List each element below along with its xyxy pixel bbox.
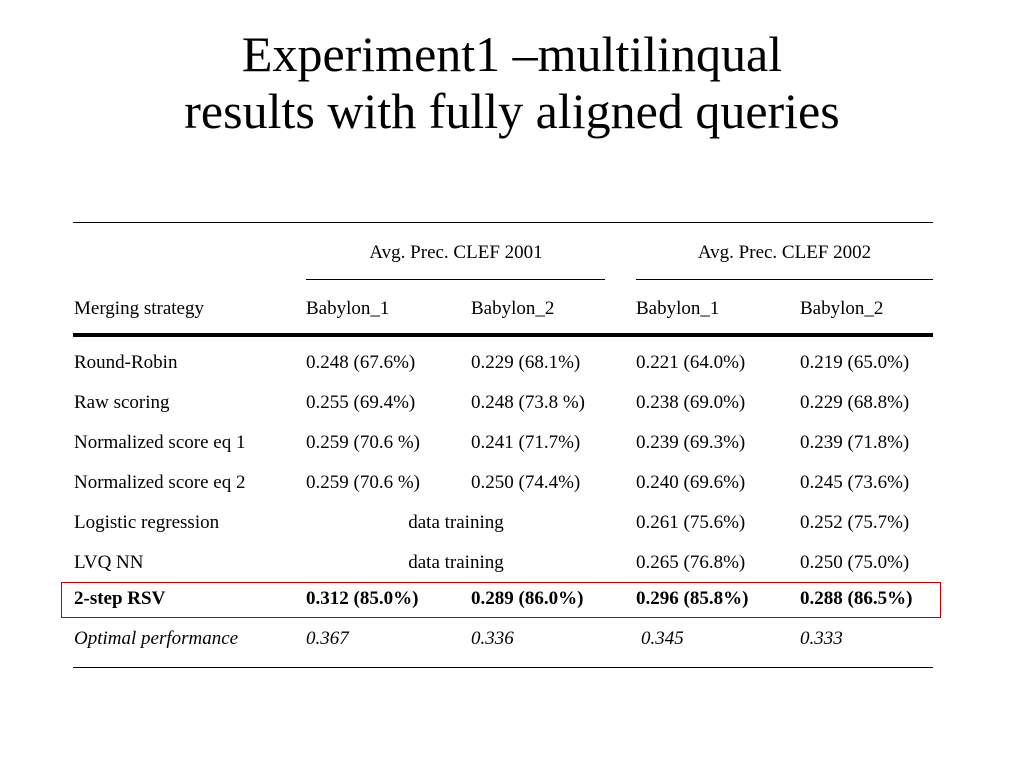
row-strategy-label: Optimal performance [74, 628, 239, 649]
row-cell: 0.219 (65.0%) [800, 352, 910, 373]
row-cell: 0.248 (73.8 %) [471, 392, 585, 413]
group-header-clef-2001: Avg. Prec. CLEF 2001 [369, 242, 543, 263]
row-cell: 0.296 (85.8%) [636, 588, 749, 609]
row-strategy-label: Round-Robin [74, 352, 178, 373]
table-bottom-rule [73, 667, 933, 668]
slide-title-line-1: Experiment1 –multilinqual [241, 26, 783, 82]
row-cell: 0.241 (71.7%) [471, 432, 581, 453]
row-cell: 0.288 (86.5%) [800, 588, 913, 609]
row-cell: 0.289 (86.0%) [471, 588, 584, 609]
row-span-cell-2001: data training [408, 512, 504, 533]
group-underline-2002 [636, 279, 933, 280]
column-header-2002-babylon-1: Babylon_1 [636, 298, 720, 319]
row-cell: 0.252 (75.7%) [800, 512, 910, 533]
row-strategy-label: Normalized score eq 1 [74, 432, 246, 453]
header-thick-rule [73, 333, 933, 337]
highlight-box [61, 582, 941, 618]
row-strategy-label: LVQ NN [74, 552, 144, 573]
row-strategy-label: Normalized score eq 2 [74, 472, 246, 493]
row-cell: 0.333 [800, 628, 843, 649]
column-header-2001-babylon-2: Babylon_2 [471, 298, 555, 319]
row-cell: 0.336 [471, 628, 514, 649]
table-row: Logistic regression data training 0.261 … [73, 507, 933, 547]
row-cell: 0.245 (73.6%) [800, 472, 910, 493]
row-cell: 0.248 (67.6%) [306, 352, 416, 373]
row-cell: 0.255 (69.4%) [306, 392, 416, 413]
table-row: Raw scoring 0.255 (69.4%) 0.248 (73.8 %)… [73, 387, 933, 427]
group-underline-2001 [306, 279, 605, 280]
column-header-row: Merging strategy Babylon_1 Babylon_2 Bab… [73, 283, 933, 333]
row-cell: 0.367 [306, 628, 349, 649]
row-cell: 0.238 (69.0%) [636, 392, 746, 413]
row-cell: 0.239 (71.8%) [800, 432, 910, 453]
slide-title: Experiment1 –multilinqual results with f… [0, 26, 1024, 140]
row-cell: 0.259 (70.6 %) [306, 432, 420, 453]
group-header-row: Avg. Prec. CLEF 2001 Avg. Prec. CLEF 200… [73, 223, 933, 283]
row-cell: 0.229 (68.1%) [471, 352, 581, 373]
column-header-2002-babylon-2: Babylon_2 [800, 298, 884, 319]
table-row-optimal: Optimal performance 0.367 0.336 0.345 0.… [73, 627, 933, 663]
row-cell: 0.250 (75.0%) [800, 552, 910, 573]
row-cell: 0.240 (69.6%) [636, 472, 746, 493]
table-row: LVQ NN data training 0.265 (76.8%) 0.250… [73, 547, 933, 587]
row-cell: 0.259 (70.6 %) [306, 472, 420, 493]
results-table: Avg. Prec. CLEF 2001 Avg. Prec. CLEF 200… [61, 222, 941, 668]
table-row-highlighted: 2-step RSV 0.312 (85.0%) 0.289 (86.0%) 0… [61, 582, 941, 627]
row-cell: 0.250 (74.4%) [471, 472, 581, 493]
column-header-strategy: Merging strategy [74, 298, 204, 319]
table-row: Normalized score eq 2 0.259 (70.6 %) 0.2… [73, 467, 933, 507]
group-header-clef-2002: Avg. Prec. CLEF 2002 [697, 242, 872, 263]
column-header-2001-babylon-1: Babylon_1 [306, 298, 390, 319]
row-cell: 0.312 (85.0%) [306, 588, 419, 609]
row-cell: 0.345 [641, 628, 684, 649]
slide-title-line-2: results with fully aligned queries [184, 83, 840, 139]
table-row: Normalized score eq 1 0.259 (70.6 %) 0.2… [73, 427, 933, 467]
row-cell: 0.229 (68.8%) [800, 392, 910, 413]
table-row: Round-Robin 0.248 (67.6%) 0.229 (68.1%) … [73, 347, 933, 387]
table-top-rule [73, 222, 933, 223]
row-cell: 0.265 (76.8%) [636, 552, 746, 573]
row-span-cell-2001: data training [408, 552, 504, 573]
row-strategy-label: Raw scoring [74, 392, 170, 413]
row-cell: 0.221 (64.0%) [636, 352, 746, 373]
row-cell: 0.261 (75.6%) [636, 512, 746, 533]
row-strategy-label: Logistic regression [74, 512, 220, 533]
row-cell: 0.239 (69.3%) [636, 432, 746, 453]
row-strategy-label: 2-step RSV [74, 588, 166, 609]
